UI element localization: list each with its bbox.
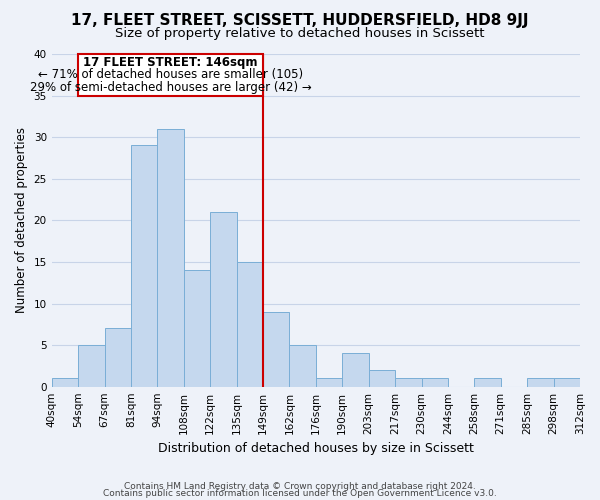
- Bar: [236, 262, 263, 386]
- Bar: [289, 345, 316, 387]
- Bar: [210, 212, 236, 386]
- Bar: [104, 328, 131, 386]
- Bar: [368, 370, 395, 386]
- FancyBboxPatch shape: [78, 54, 263, 96]
- Text: 29% of semi-detached houses are larger (42) →: 29% of semi-detached houses are larger (…: [29, 81, 311, 94]
- X-axis label: Distribution of detached houses by size in Scissett: Distribution of detached houses by size …: [158, 442, 474, 455]
- Bar: [554, 378, 580, 386]
- Text: Contains HM Land Registry data © Crown copyright and database right 2024.: Contains HM Land Registry data © Crown c…: [124, 482, 476, 491]
- Text: 17 FLEET STREET: 146sqm: 17 FLEET STREET: 146sqm: [83, 56, 258, 69]
- Text: 17, FLEET STREET, SCISSETT, HUDDERSFIELD, HD8 9JJ: 17, FLEET STREET, SCISSETT, HUDDERSFIELD…: [71, 12, 529, 28]
- Bar: [395, 378, 421, 386]
- Y-axis label: Number of detached properties: Number of detached properties: [15, 128, 28, 314]
- Bar: [78, 345, 104, 387]
- Bar: [527, 378, 554, 386]
- Bar: [263, 312, 289, 386]
- Text: ← 71% of detached houses are smaller (105): ← 71% of detached houses are smaller (10…: [38, 68, 303, 82]
- Text: Contains public sector information licensed under the Open Government Licence v3: Contains public sector information licen…: [103, 489, 497, 498]
- Bar: [342, 354, 368, 386]
- Bar: [475, 378, 501, 386]
- Text: Size of property relative to detached houses in Scissett: Size of property relative to detached ho…: [115, 28, 485, 40]
- Bar: [316, 378, 342, 386]
- Bar: [421, 378, 448, 386]
- Bar: [52, 378, 78, 386]
- Bar: [184, 270, 210, 386]
- Bar: [131, 146, 157, 386]
- Bar: [157, 129, 184, 386]
